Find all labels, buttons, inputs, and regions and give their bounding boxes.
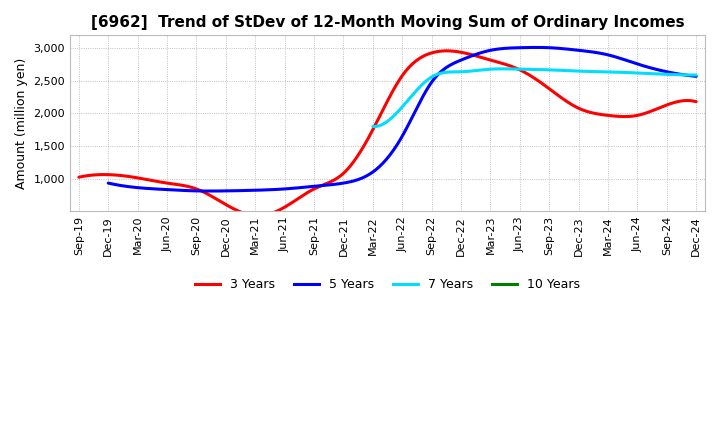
3 Years (444, 48, 453, 54)
5 Years (680, 72, 689, 77)
Y-axis label: Amount (million yen): Amount (million yen) (15, 58, 28, 189)
5 Years (692, 73, 701, 79)
3 Years (373, 119, 382, 124)
Line: 7 Years: 7 Years (373, 69, 696, 127)
3 Years (692, 99, 701, 104)
3 Years (583, 109, 592, 114)
7 Years (692, 73, 701, 78)
3 Years (75, 175, 84, 180)
7 Years (685, 72, 694, 77)
7 Years (635, 70, 644, 76)
7 Years (526, 67, 534, 72)
7 Years (545, 67, 554, 73)
3 Years (253, 213, 261, 218)
5 Years (588, 49, 597, 55)
Title: [6962]  Trend of StDev of 12-Month Moving Sum of Ordinary Incomes: [6962] Trend of StDev of 12-Month Moving… (91, 15, 684, 30)
7 Years (370, 124, 379, 129)
5 Years (455, 58, 464, 63)
3 Years (369, 126, 377, 132)
7 Years (498, 66, 507, 71)
5 Years (384, 154, 393, 159)
Line: 3 Years: 3 Years (79, 51, 696, 216)
Line: 5 Years: 5 Years (108, 48, 696, 191)
3 Years (680, 98, 688, 103)
5 Years (104, 180, 112, 186)
5 Years (423, 86, 432, 91)
7 Years (523, 67, 532, 72)
7 Years (562, 68, 571, 73)
5 Years (205, 188, 214, 194)
3 Years (442, 48, 451, 54)
5 Years (531, 45, 540, 50)
Legend: 3 Years, 5 Years, 7 Years, 10 Years: 3 Years, 5 Years, 7 Years, 10 Years (190, 273, 585, 296)
7 Years (369, 124, 377, 129)
5 Years (388, 149, 397, 154)
3 Years (410, 60, 418, 65)
